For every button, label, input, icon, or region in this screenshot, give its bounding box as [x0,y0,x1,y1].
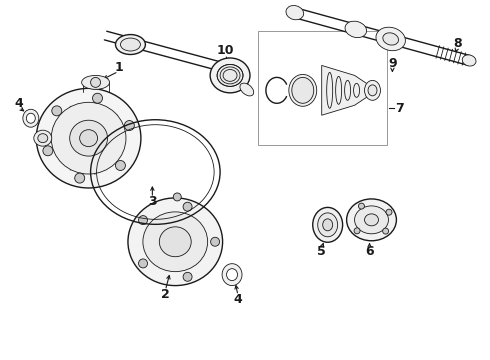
Ellipse shape [210,58,250,93]
Ellipse shape [292,77,314,103]
Ellipse shape [323,219,333,231]
Ellipse shape [345,21,367,37]
Circle shape [183,272,192,281]
Ellipse shape [376,27,405,51]
Ellipse shape [80,130,98,147]
Text: 5: 5 [318,245,326,258]
Ellipse shape [143,212,208,272]
Ellipse shape [222,264,242,285]
Ellipse shape [365,80,380,100]
Ellipse shape [240,83,254,96]
Text: 1: 1 [114,61,123,74]
Ellipse shape [368,85,377,96]
Ellipse shape [128,198,222,285]
Circle shape [354,228,360,234]
Circle shape [211,237,220,246]
Text: 2: 2 [161,288,170,301]
Ellipse shape [159,227,191,257]
Ellipse shape [217,64,243,86]
Circle shape [173,193,181,201]
Circle shape [43,146,53,156]
Circle shape [116,161,125,171]
Ellipse shape [365,214,378,226]
Text: 8: 8 [453,37,462,50]
Circle shape [52,106,62,116]
Ellipse shape [286,5,304,20]
Ellipse shape [121,38,141,51]
Ellipse shape [462,55,476,66]
Ellipse shape [51,102,126,174]
Text: 6: 6 [365,245,374,258]
Ellipse shape [383,33,398,45]
Text: 4: 4 [234,293,243,306]
Text: 3: 3 [148,195,157,208]
Ellipse shape [226,269,238,280]
Circle shape [383,228,389,234]
Circle shape [183,202,192,211]
Ellipse shape [289,75,317,106]
Ellipse shape [38,134,48,143]
Circle shape [359,203,365,209]
Ellipse shape [34,130,52,146]
Ellipse shape [313,207,343,242]
Ellipse shape [26,113,35,123]
Circle shape [139,216,147,225]
Circle shape [386,209,392,215]
Ellipse shape [355,206,389,234]
Ellipse shape [23,109,39,127]
Circle shape [139,259,147,268]
Circle shape [91,77,100,87]
Bar [258,31,388,145]
Text: 10: 10 [216,44,234,57]
Ellipse shape [346,199,396,241]
Ellipse shape [318,213,338,237]
Circle shape [93,93,102,103]
Ellipse shape [116,35,146,54]
Circle shape [124,121,134,131]
Text: 7: 7 [395,102,404,115]
Text: 9: 9 [388,57,397,70]
Polygon shape [322,66,369,115]
Ellipse shape [82,75,110,89]
Ellipse shape [70,120,107,156]
Ellipse shape [36,88,141,188]
Circle shape [74,173,85,183]
Text: 4: 4 [15,97,23,110]
